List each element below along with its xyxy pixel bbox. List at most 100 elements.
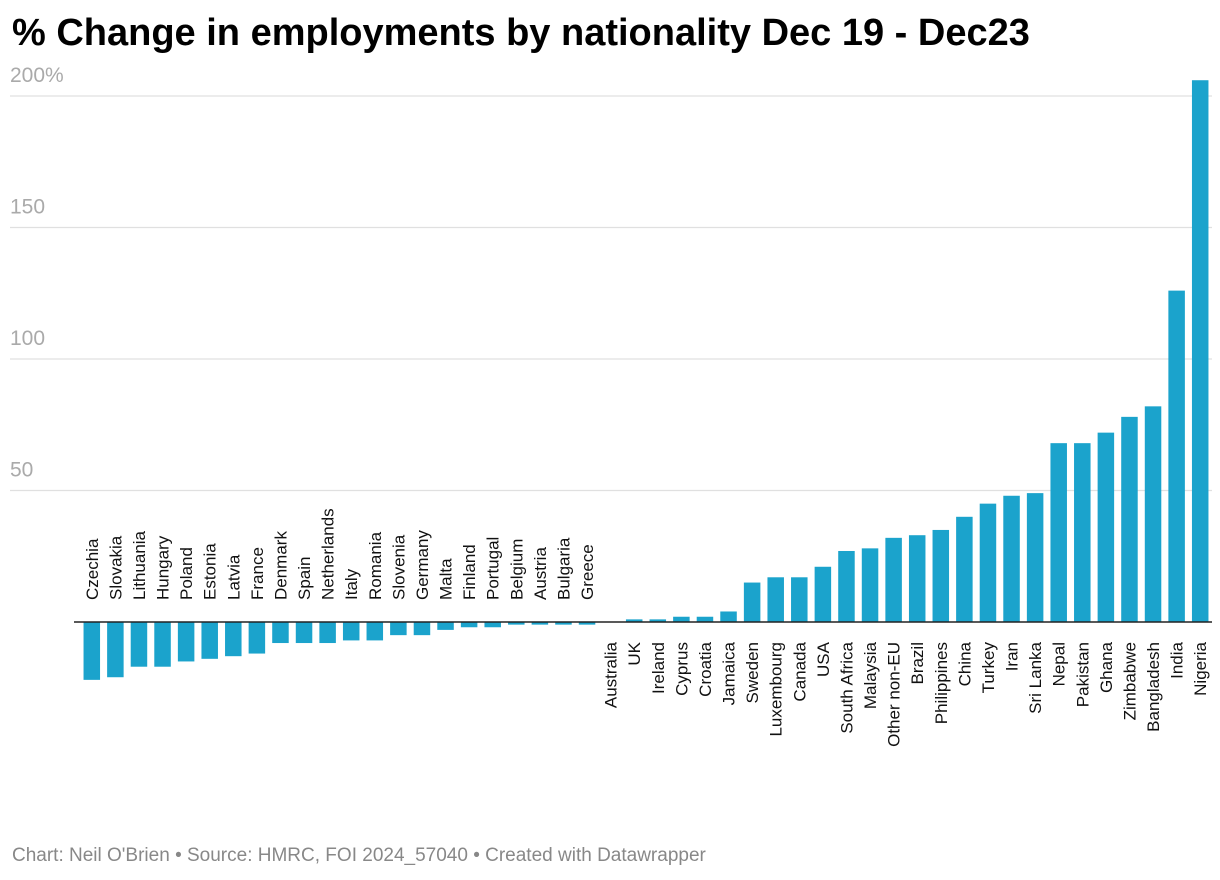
bar-estonia (201, 622, 218, 659)
bar-philippines (932, 529, 950, 622)
category-label-lithuania: Lithuania (130, 530, 149, 600)
category-label-romania: Romania (366, 531, 385, 600)
bar-netherlands (319, 622, 336, 644)
category-label-austria: Austria (531, 547, 550, 600)
bar-spain (295, 622, 313, 644)
bar-iran (1003, 495, 1020, 622)
bar-malaysia (861, 548, 879, 622)
y-axis-labels: 50 100 150 200% (10, 64, 64, 482)
category-label-other-non-eu: Other non-EU (885, 642, 904, 747)
category-label-czechia: Czechia (83, 538, 102, 600)
bar-poland (177, 622, 195, 662)
category-label-luxembourg: Luxembourg (767, 642, 786, 737)
category-label-turkey: Turkey (979, 642, 998, 694)
category-label-malta: Malta (437, 558, 456, 600)
category-label-canada: Canada (790, 641, 809, 701)
category-label-nigeria: Nigeria (1191, 641, 1210, 695)
y-tick-label-150: 150 (10, 196, 45, 219)
bar-india (1168, 290, 1185, 622)
bar-italy (342, 622, 360, 641)
bar-pakistan (1074, 443, 1091, 622)
category-label-uk: UK (625, 641, 644, 665)
category-labels: Czechia Slovakia Lithuania Hungary Poland Est… (83, 508, 1210, 747)
bar-cyprus (673, 616, 690, 622)
category-label-cyprus: Cyprus (672, 642, 691, 696)
bar-brazil (908, 535, 926, 622)
bar-ireland (649, 619, 667, 622)
category-label-bangladesh: Bangladesh (1144, 642, 1163, 732)
bar-denmark (272, 622, 289, 644)
bar-germany (413, 622, 431, 636)
category-label-hungary: Hungary (154, 535, 173, 600)
y-tick-label-100: 100 (10, 327, 45, 350)
category-label-sweden: Sweden (743, 642, 762, 703)
bar-austria (531, 622, 549, 625)
bar-sweden (743, 582, 761, 622)
bar-belgium (508, 622, 525, 625)
bar-usa (814, 566, 832, 622)
bar-latvia (225, 622, 242, 657)
category-label-france: France (248, 547, 267, 600)
category-label-india: India (1168, 641, 1187, 678)
bar-nepal (1050, 443, 1067, 622)
chart-credits: Chart: Neil O'Brien • Source: HMRC, FOI … (12, 845, 706, 866)
y-tick-label-200: 200% (10, 64, 64, 87)
bar-turkey (979, 503, 997, 622)
bar-croatia (696, 616, 714, 622)
category-label-portugal: Portugal (484, 537, 503, 600)
bar-south-africa (838, 550, 855, 622)
category-label-zimbabwe: Zimbabwe (1120, 642, 1139, 720)
category-label-nepal: Nepal (1050, 642, 1069, 686)
bar-malta (437, 622, 454, 630)
category-label-slovakia: Slovakia (106, 535, 125, 600)
bar-zimbabwe (1121, 416, 1138, 622)
bar-portugal (484, 622, 501, 628)
category-label-brazil: Brazil (908, 642, 927, 685)
category-label-pakistan: Pakistan (1073, 642, 1092, 707)
category-label-philippines: Philippines (932, 642, 951, 724)
bar-luxembourg (767, 577, 784, 622)
category-label-netherlands: Netherlands (319, 508, 338, 600)
bar-ghana (1097, 432, 1115, 622)
bar-czechia (83, 622, 101, 680)
category-label-latvia: Latvia (224, 554, 243, 600)
category-label-finland: Finland (460, 544, 479, 600)
bar-nigeria (1191, 80, 1209, 623)
category-label-south-africa: South Africa (837, 641, 856, 733)
category-label-poland: Poland (177, 547, 196, 600)
category-label-estonia: Estonia (201, 543, 220, 600)
bar-canada (791, 577, 808, 622)
category-label-spain: Spain (295, 557, 314, 600)
category-label-croatia: Croatia (696, 641, 715, 696)
y-tick-label-50: 50 (10, 459, 33, 482)
category-label-malaysia: Malaysia (861, 641, 880, 709)
category-label-italy: Italy (342, 568, 361, 600)
category-label-ireland: Ireland (649, 642, 668, 694)
category-label-usa: USA (814, 641, 833, 677)
bar-lithuania (130, 622, 148, 667)
category-label-ghana: Ghana (1097, 641, 1116, 693)
bars (83, 80, 1209, 680)
bar-other-non-eu (885, 537, 902, 622)
category-label-germany: Germany (413, 530, 432, 600)
category-label-china: China (955, 641, 974, 686)
bar-bulgaria (555, 622, 572, 625)
bar-finland (460, 622, 478, 628)
category-label-belgium: Belgium (507, 539, 526, 600)
category-label-greece: Greece (578, 544, 597, 600)
bar-jamaica (720, 611, 737, 622)
bar-france (248, 622, 266, 654)
bar-hungary (154, 622, 171, 667)
category-label-bulgaria: Bulgaria (554, 537, 573, 600)
category-label-iran: Iran (1003, 642, 1022, 671)
bar-sri-lanka (1026, 493, 1044, 622)
category-label-sri-lanka: Sri Lanka (1026, 641, 1045, 713)
bar-greece (578, 622, 596, 625)
category-label-denmark: Denmark (271, 531, 290, 600)
chart-title: % Change in employments by nationality D… (12, 12, 1030, 54)
grid-lines (10, 95, 1212, 492)
category-label-slovenia: Slovenia (389, 534, 408, 600)
bar-romania (366, 622, 384, 641)
category-label-jamaica: Jamaica (720, 641, 739, 705)
